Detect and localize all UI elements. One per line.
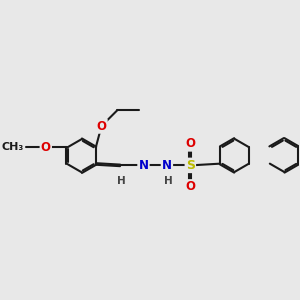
Text: O: O: [41, 141, 51, 154]
Text: H: H: [117, 176, 126, 186]
Text: S: S: [186, 159, 195, 172]
Text: N: N: [139, 159, 148, 172]
Text: CH₃: CH₃: [1, 142, 23, 152]
Text: N: N: [162, 159, 172, 172]
Text: H: H: [164, 176, 173, 186]
Text: O: O: [185, 180, 195, 193]
Text: O: O: [97, 119, 106, 133]
Text: O: O: [185, 137, 195, 151]
